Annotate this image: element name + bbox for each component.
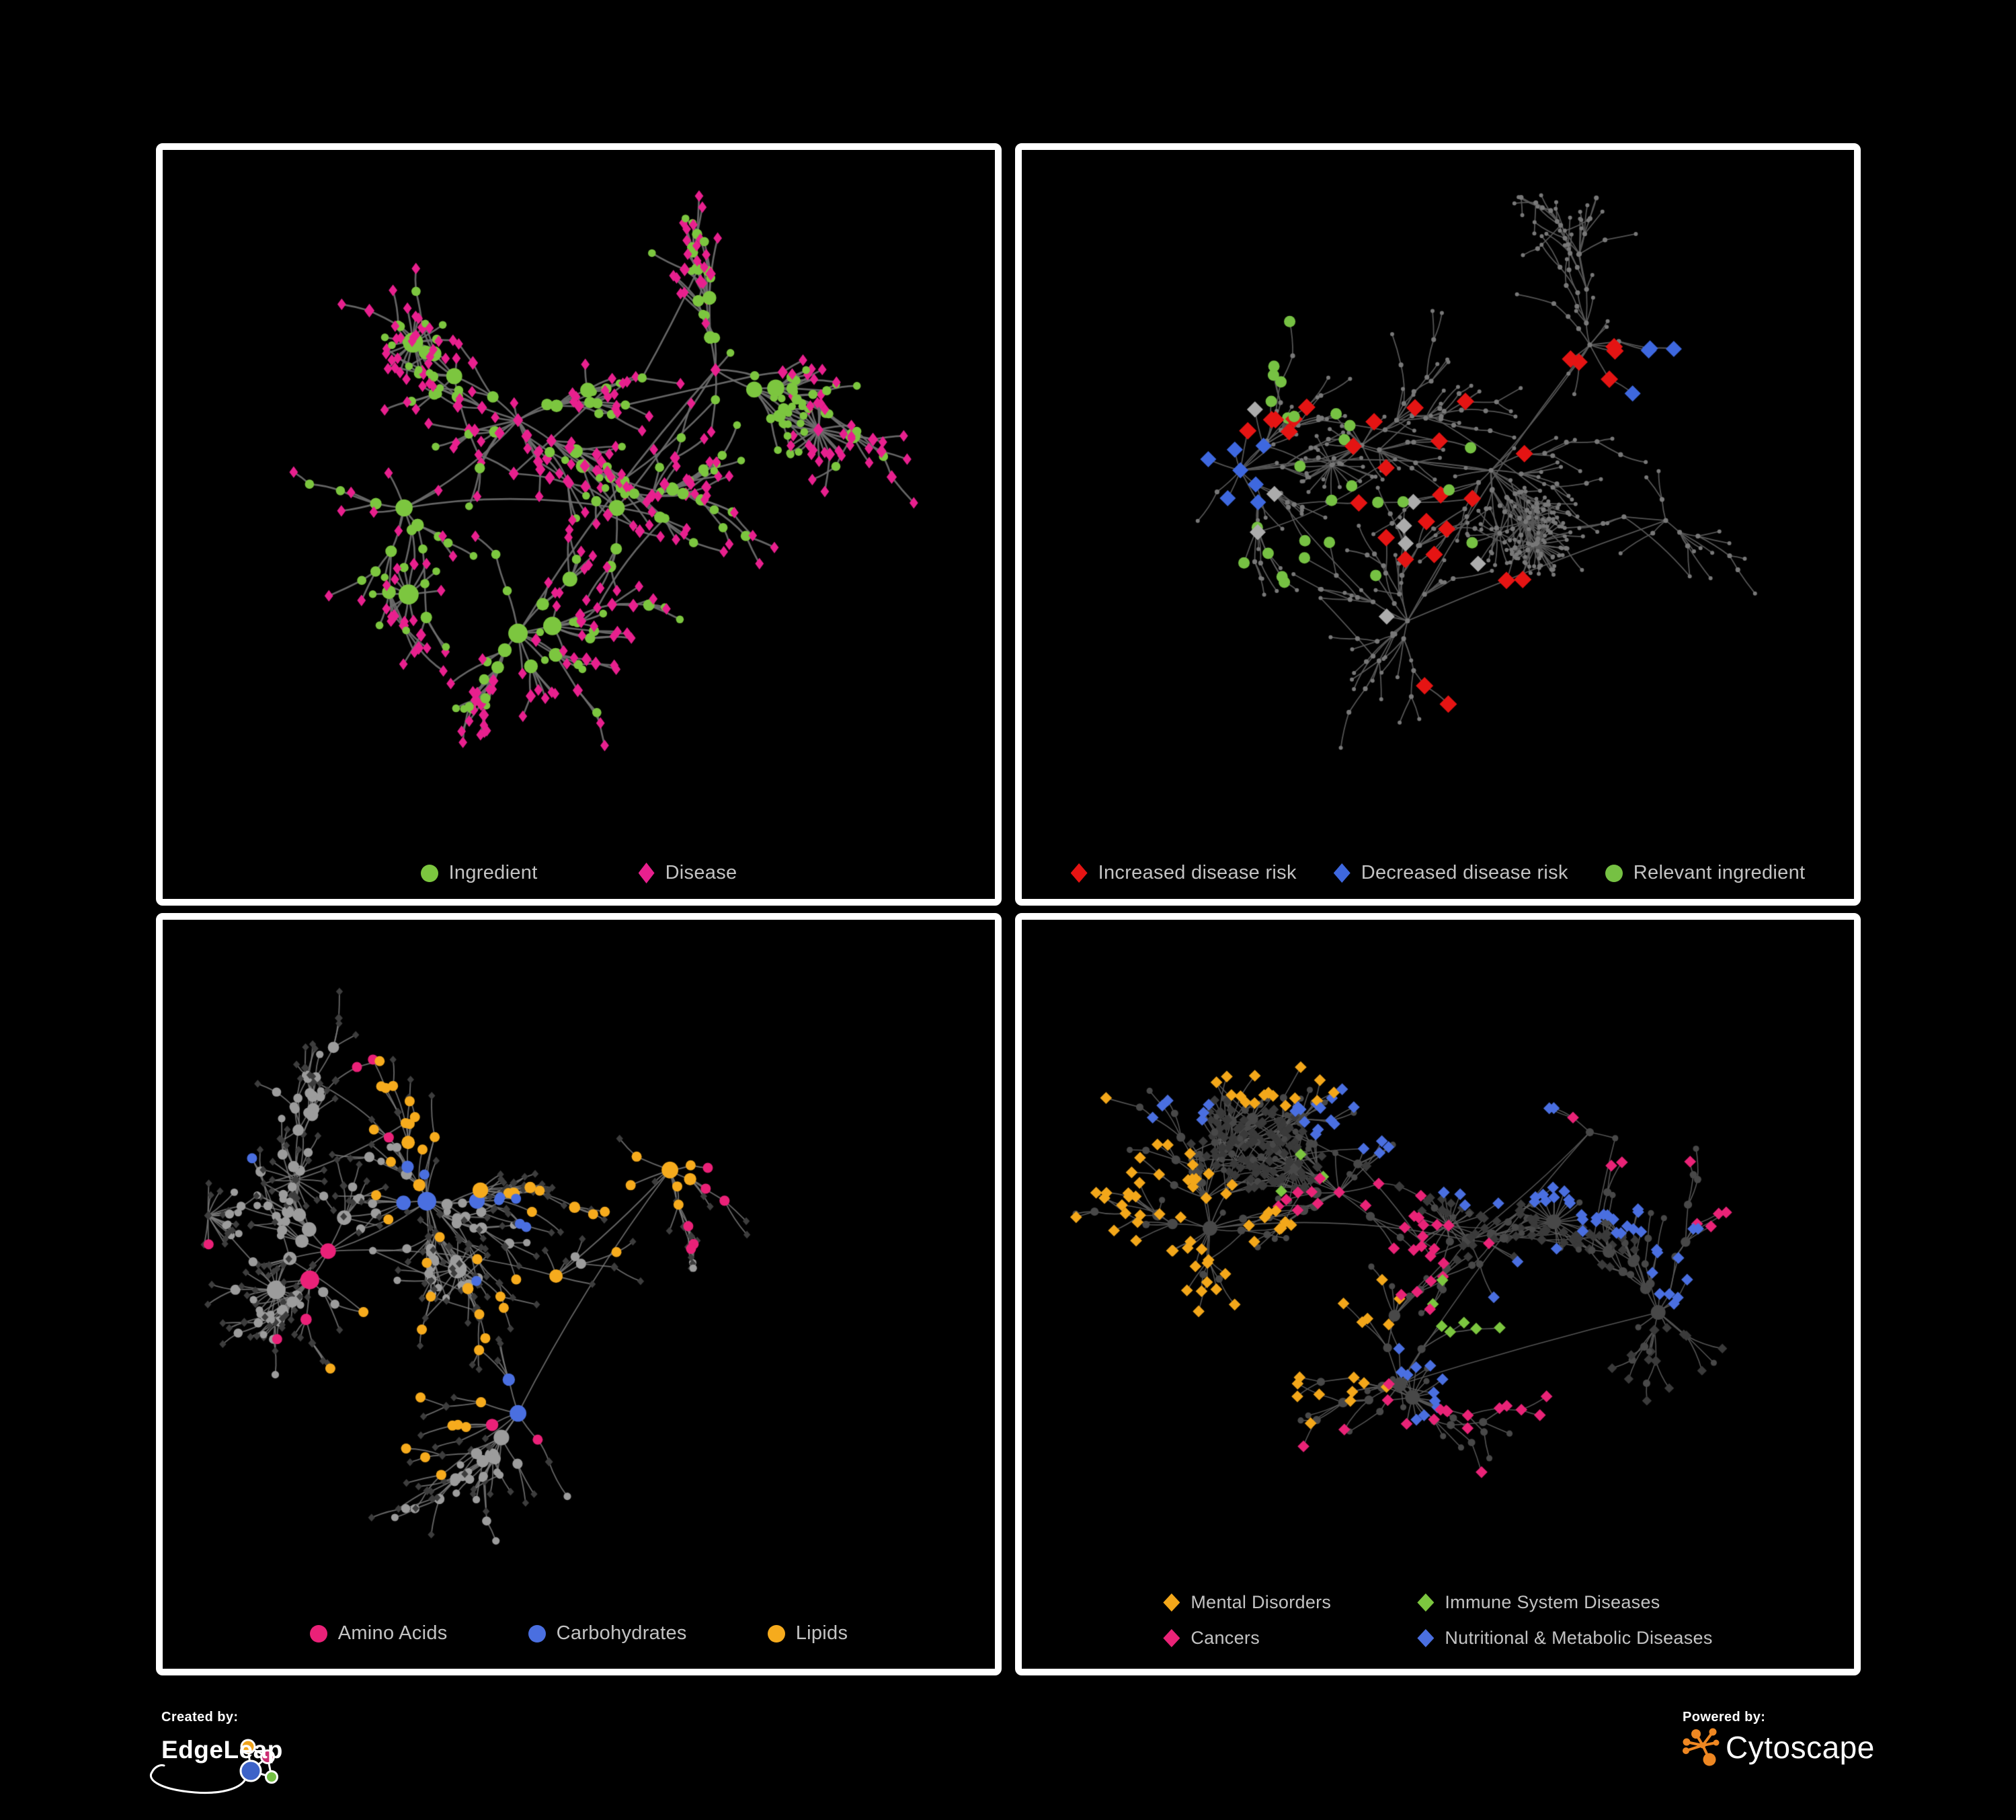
legend-disease-risk: Increased disease risk Decreased disease… xyxy=(1022,862,1854,884)
decreased-risk-diamond-icon xyxy=(1333,863,1350,883)
legend-item-immune-system-diseases: Immune System Diseases xyxy=(1417,1592,1712,1613)
legend-item-decreased-risk: Decreased disease risk xyxy=(1333,862,1568,884)
panel-disease-class-network: Mental Disorders Immune System Diseases … xyxy=(1015,913,1861,1675)
cytoscape-brand-text: Cytoscape xyxy=(1726,1730,1875,1765)
cytoscape-logo-icon xyxy=(1683,1728,1720,1766)
legend-item-disease: Disease xyxy=(638,862,737,884)
legend-disease-class: Mental Disorders Immune System Diseases … xyxy=(1022,1592,1854,1649)
legend-label-lipids: Lipids xyxy=(795,1622,848,1644)
lipids-circle-icon xyxy=(767,1624,785,1643)
legend-item-relevant-ingredient: Relevant ingredient xyxy=(1605,862,1806,884)
legend-ingredient-disease: Ingredient Disease xyxy=(163,862,995,884)
mental-disorders-diamond-icon xyxy=(1163,1593,1180,1612)
immune-system-diseases-diamond-icon xyxy=(1417,1593,1435,1612)
panel-ingredient-class-network: Amino Acids Carbohydrates Lipids xyxy=(156,913,1002,1675)
edgeleap-logo-icon xyxy=(150,1739,278,1794)
legend-label-relevant-ingredient: Relevant ingredient xyxy=(1633,862,1806,883)
legend-item-carbohydrates: Carbohydrates xyxy=(528,1622,687,1645)
legend-item-mental-disorders: Mental Disorders xyxy=(1163,1592,1417,1613)
footer-created-by: Created by: EdgeLeap xyxy=(150,1710,283,1794)
ingredient-circle-icon xyxy=(420,864,438,882)
legend-label-immune-system-diseases: Immune System Diseases xyxy=(1445,1592,1660,1612)
created-by-label: Created by: xyxy=(161,1710,239,1725)
legend-label-amino-acids: Amino Acids xyxy=(337,1622,448,1644)
increased-risk-diamond-icon xyxy=(1070,863,1088,883)
legend-label-cancers: Cancers xyxy=(1191,1628,1260,1648)
legend-label-nutritional-metabolic-diseases: Nutritional & Metabolic Diseases xyxy=(1445,1628,1713,1648)
disease-risk-network-canvas xyxy=(1022,150,1854,899)
legend-item-cancers: Cancers xyxy=(1163,1628,1417,1649)
legend-item-ingredient: Ingredient xyxy=(420,862,538,884)
disease-diamond-icon xyxy=(638,863,655,883)
legend-label-increased-risk: Increased disease risk xyxy=(1098,862,1297,883)
legend-item-amino-acids: Amino Acids xyxy=(309,1622,448,1645)
carbohydrates-circle-icon xyxy=(528,1624,546,1643)
panel-disease-risk-network: Increased disease risk Decreased disease… xyxy=(1015,143,1861,906)
legend-label-ingredient: Ingredient xyxy=(448,862,538,883)
ingredient-disease-network-canvas xyxy=(163,150,995,899)
disease-class-network-canvas xyxy=(1022,920,1854,1669)
edgeleap-brand: EdgeLeap xyxy=(150,1729,283,1794)
legend-item-nutritional-metabolic-diseases: Nutritional & Metabolic Diseases xyxy=(1417,1628,1712,1649)
legend-item-lipids: Lipids xyxy=(767,1622,848,1645)
amino-acids-circle-icon xyxy=(309,1624,327,1643)
panel-ingredient-disease-network: Ingredient Disease xyxy=(156,143,1002,906)
legend-label-mental-disorders: Mental Disorders xyxy=(1191,1592,1332,1612)
nutritional-metabolic-diseases-diamond-icon xyxy=(1417,1629,1435,1647)
legend-ingredient-class: Amino Acids Carbohydrates Lipids xyxy=(163,1622,995,1645)
powered-by-label: Powered by: xyxy=(1683,1710,1766,1725)
legend-item-increased-risk: Increased disease risk xyxy=(1070,862,1297,884)
cytoscape-brand: Cytoscape xyxy=(1683,1728,1875,1767)
legend-label-decreased-risk: Decreased disease risk xyxy=(1361,862,1568,883)
legend-label-disease: Disease xyxy=(665,862,737,883)
legend-label-carbohydrates: Carbohydrates xyxy=(556,1622,687,1644)
edgeleap-brand-text: EdgeLeap xyxy=(161,1736,283,1764)
relevant-ingredient-circle-icon xyxy=(1605,864,1623,882)
ingredient-class-network-canvas xyxy=(163,920,995,1669)
cancers-diamond-icon xyxy=(1163,1629,1180,1647)
footer-powered-by: Powered by: xyxy=(1683,1710,1875,1767)
